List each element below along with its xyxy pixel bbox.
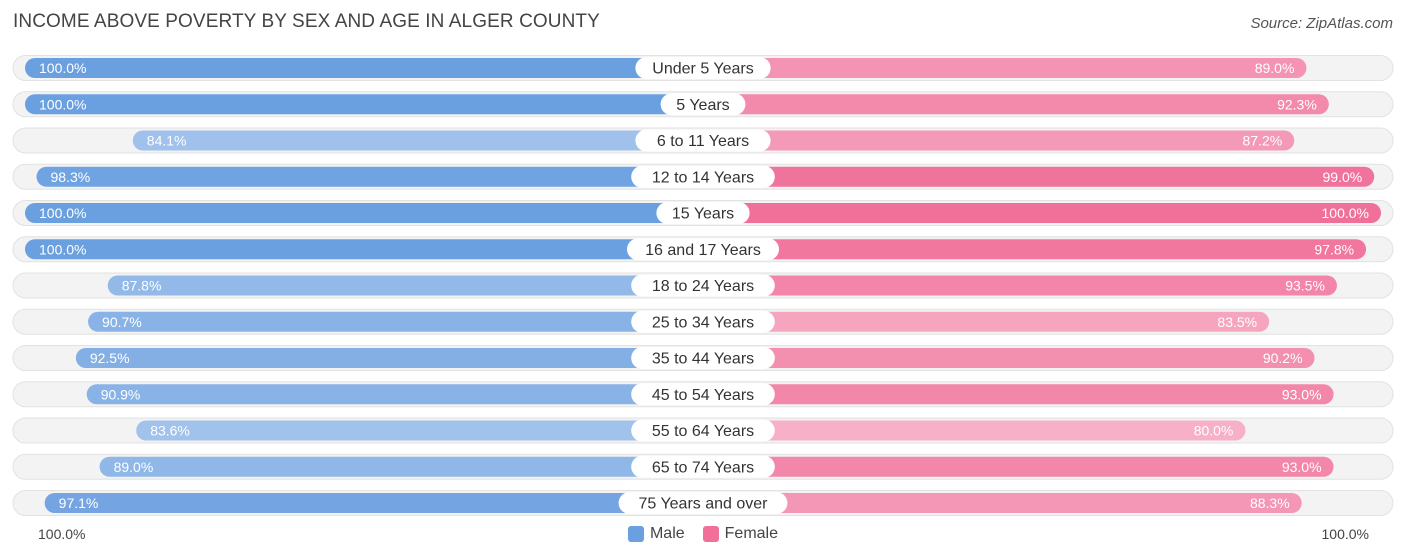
value-label-male: 90.7% xyxy=(102,314,142,330)
bar-female xyxy=(703,166,1375,187)
value-label-male: 100.0% xyxy=(39,205,86,221)
category-label: 16 and 17 Years xyxy=(645,242,761,259)
bar-male xyxy=(99,456,703,477)
value-label-female: 99.0% xyxy=(1323,169,1363,185)
bar-male xyxy=(25,203,703,223)
legend-item-female: Female xyxy=(702,525,779,543)
value-label-female: 92.3% xyxy=(1277,96,1317,112)
category-pill xyxy=(631,274,775,297)
value-label-female: 97.8% xyxy=(1314,241,1354,257)
category-label: 15 Years xyxy=(672,206,734,223)
axis-left-label: 100.0% xyxy=(38,526,86,542)
category-pill xyxy=(635,57,771,79)
bar-male xyxy=(25,239,703,260)
category-label: 45 to 54 Years xyxy=(652,387,754,404)
bar-female xyxy=(703,493,1302,513)
bar-female xyxy=(703,239,1367,260)
legend: Male Female xyxy=(0,524,1406,544)
value-label-male: 97.1% xyxy=(59,495,99,511)
bar-male xyxy=(75,348,704,368)
category-pill xyxy=(627,238,779,261)
legend-swatch-female xyxy=(702,526,719,542)
category-pill xyxy=(660,93,746,116)
value-label-female: 88.3% xyxy=(1250,495,1290,511)
value-label-male: 100.0% xyxy=(39,96,86,112)
value-label-male: 92.5% xyxy=(90,350,130,366)
bar-female xyxy=(703,94,1329,115)
value-label-male: 83.6% xyxy=(150,423,190,439)
value-label-male: 100.0% xyxy=(39,241,86,257)
value-label-male: 100.0% xyxy=(39,60,86,76)
bar-female xyxy=(703,456,1334,477)
bar-female xyxy=(703,130,1295,151)
value-label-female: 89.0% xyxy=(1255,60,1295,76)
value-label-female: 90.2% xyxy=(1263,350,1303,366)
value-label-male: 87.8% xyxy=(122,278,162,294)
legend-label-male: Male xyxy=(649,525,685,542)
bar-male xyxy=(25,94,703,115)
category-label: Under 5 Years xyxy=(652,61,753,78)
bar-female xyxy=(703,348,1315,368)
category-label: 55 to 64 Years xyxy=(652,423,754,440)
legend-item-male: Male xyxy=(627,525,685,543)
legend-label-female: Female xyxy=(724,525,779,542)
bar-female xyxy=(703,58,1307,78)
category-pill xyxy=(631,419,775,442)
bar-male xyxy=(44,493,704,513)
bar-male xyxy=(88,311,703,332)
category-pill xyxy=(618,492,788,514)
value-label-male: 90.9% xyxy=(101,386,141,402)
category-pill xyxy=(631,383,775,406)
value-label-female: 93.0% xyxy=(1282,459,1322,475)
bar-female xyxy=(703,420,1246,441)
category-pill xyxy=(631,455,775,478)
legend-swatch-male xyxy=(627,526,644,542)
category-label: 18 to 24 Years xyxy=(652,278,754,295)
value-label-male: 98.3% xyxy=(51,169,91,185)
category-pill xyxy=(631,347,775,369)
chart-title: INCOME ABOVE POVERTY BY SEX AND AGE IN A… xyxy=(13,11,600,32)
bar-male xyxy=(107,275,703,296)
value-label-female: 83.5% xyxy=(1217,314,1257,330)
category-label: 6 to 11 Years xyxy=(657,133,749,150)
bar-male xyxy=(36,166,703,187)
bar-male xyxy=(136,420,703,441)
category-pill xyxy=(635,129,771,152)
category-pill xyxy=(656,202,750,224)
value-label-male: 84.1% xyxy=(147,133,187,149)
bar-chart: 100.0% 89.0% Under 5 Years 100.0% 92.3% 5 Yea… xyxy=(12,55,1394,516)
source-credit: Source: ZipAtlas.com xyxy=(1250,15,1393,32)
value-label-male: 89.0% xyxy=(114,459,154,475)
category-label: 65 to 74 Years xyxy=(652,459,754,476)
bar-male xyxy=(132,130,703,151)
value-label-female: 100.0% xyxy=(1322,205,1369,221)
category-label: 75 Years and over xyxy=(639,496,769,513)
category-pill xyxy=(631,310,775,333)
bar-female xyxy=(703,384,1334,405)
value-label-female: 93.0% xyxy=(1282,386,1322,402)
bar-female xyxy=(703,203,1381,223)
category-label: 12 to 14 Years xyxy=(652,169,754,186)
value-label-female: 87.2% xyxy=(1243,133,1283,149)
value-label-female: 80.0% xyxy=(1194,423,1234,439)
bar-male xyxy=(86,384,703,405)
bar-male xyxy=(25,58,703,78)
bar-female xyxy=(703,275,1337,296)
category-label: 5 Years xyxy=(676,97,729,114)
axis-right-label: 100.0% xyxy=(1321,526,1369,542)
bar-female xyxy=(703,311,1270,332)
value-label-female: 93.5% xyxy=(1285,278,1325,294)
category-pill xyxy=(631,165,775,188)
category-label: 35 to 44 Years xyxy=(652,351,754,368)
category-label: 25 to 34 Years xyxy=(652,314,754,331)
